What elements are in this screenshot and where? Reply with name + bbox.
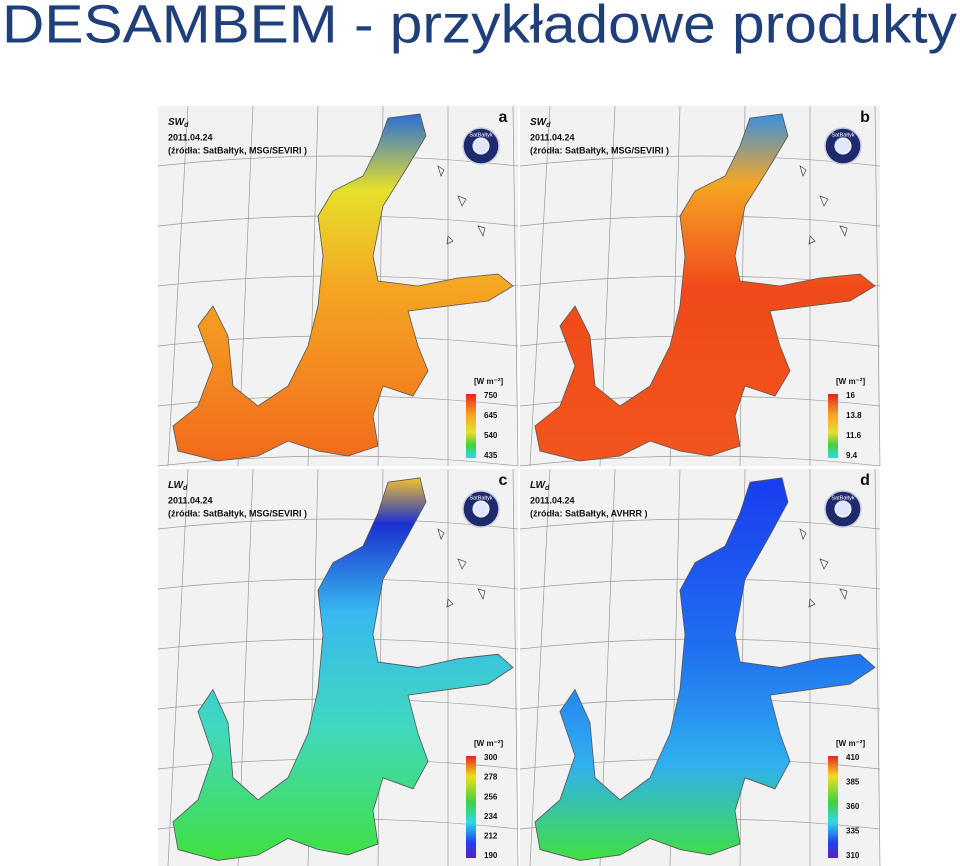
panel-letter: b [860, 109, 870, 126]
logo: SatBałtyk [462, 127, 500, 165]
map-panel: SWd 2011.04.24 (źródła: SatBałtyk, MSG/SEV… [157, 105, 519, 467]
meridian [167, 105, 189, 467]
meridian [529, 468, 551, 866]
legend-tick-label: 300 [484, 753, 498, 762]
variable: LW [530, 480, 547, 491]
parallel [157, 518, 519, 530]
legend-tick-label: 360 [846, 802, 860, 811]
meridian [512, 468, 519, 866]
date: 2011.04.24 [168, 132, 213, 142]
variable-name: LWd [168, 480, 188, 492]
date: 2011.04.24 [530, 132, 575, 142]
legend-tick-label: 9.4 [846, 451, 858, 460]
legend-unit: [W m⁻²] [836, 377, 865, 386]
logo: SatBałtyk [824, 490, 862, 528]
source: (źródła: SatBałtyk, MSG/SEVIRI ) [168, 145, 307, 155]
map-panel: LWd 2011.04.24 (źródła: SatBałtyk, MSG/SEV… [157, 468, 519, 866]
legend-tick-label: 310 [846, 851, 860, 860]
legend-tick-label: 385 [846, 778, 860, 787]
panel-letter: d [860, 472, 870, 489]
parallel [519, 518, 881, 530]
parallel [519, 155, 881, 167]
lakes [799, 165, 848, 245]
legend-colorbar [828, 756, 838, 858]
sea-field [172, 477, 514, 861]
legend-tick-label: 11.6 [846, 431, 862, 440]
legend-tick-label: 540 [484, 431, 498, 440]
meridian [512, 105, 519, 467]
map-panel: SWd 2011.04.24 (źródła: SatBałtyk, MSG/SEV… [519, 105, 881, 467]
parallel [157, 155, 519, 167]
lakes [437, 165, 486, 245]
variable-subscript: d [545, 485, 550, 492]
slide-title: DESAMBEM - przykładowe produkty [2, 0, 957, 54]
source: (źródła: SatBałtyk, AVHRR ) [530, 508, 648, 518]
parallel [157, 455, 519, 467]
logo-text: SatBałtyk [831, 495, 854, 501]
sea-field [172, 113, 514, 462]
source: (źródła: SatBałtyk, MSG/SEVIRI ) [530, 145, 669, 155]
logo-globe [834, 500, 852, 518]
variable-subscript: d [183, 485, 188, 492]
variable: LW [168, 480, 185, 491]
legend-unit: [W m⁻²] [474, 377, 503, 386]
meridian [167, 468, 189, 866]
legend-tick-label: 16 [846, 391, 855, 400]
legend-tick-label: 212 [484, 832, 498, 841]
logo-globe [834, 137, 852, 155]
variable-name: SWd [530, 117, 551, 129]
lakes [437, 528, 486, 608]
date: 2011.04.24 [530, 495, 575, 505]
variable: SW [530, 117, 548, 128]
meridian [874, 468, 881, 866]
legend-tick-label: 256 [484, 792, 498, 801]
sea-field [534, 113, 876, 462]
meridian [529, 105, 551, 467]
legend-unit: [W m⁻²] [474, 739, 503, 748]
legend-tick-label: 278 [484, 773, 498, 782]
variable-subscript: d [184, 122, 189, 129]
legend-tick-label: 335 [846, 827, 860, 836]
legend-colorbar [466, 394, 476, 458]
lakes [799, 528, 848, 608]
legend-tick-label: 13.8 [846, 411, 862, 420]
legend-tick-label: 410 [846, 753, 860, 762]
variable-subscript: d [546, 122, 551, 129]
legend-colorbar [828, 394, 838, 458]
source: (źródła: SatBałtyk, MSG/SEVIRI ) [168, 508, 307, 518]
logo-globe [472, 500, 490, 518]
legend-tick-label: 750 [484, 391, 498, 400]
logo-text: SatBałtyk [469, 495, 492, 501]
parallel [519, 455, 881, 467]
variable-name: LWd [530, 480, 550, 492]
logo: SatBałtyk [824, 127, 862, 165]
legend-tick-label: 645 [484, 411, 498, 420]
logo: SatBałtyk [462, 490, 500, 528]
logo-globe [472, 137, 490, 155]
panel-letter: c [499, 472, 508, 489]
legend-tick-label: 435 [484, 451, 498, 460]
date: 2011.04.24 [168, 495, 213, 505]
logo-text: SatBałtyk [831, 132, 854, 138]
logo-text: SatBałtyk [469, 132, 492, 138]
panel-letter: a [499, 109, 508, 126]
legend-tick-label: 234 [484, 812, 498, 821]
legend-colorbar [466, 756, 476, 858]
sea-field [534, 477, 876, 861]
variable-name: SWd [168, 117, 189, 129]
meridian [874, 105, 881, 467]
legend-unit: [W m⁻²] [836, 739, 865, 748]
legend-tick-label: 190 [484, 851, 498, 860]
variable: SW [168, 117, 186, 128]
